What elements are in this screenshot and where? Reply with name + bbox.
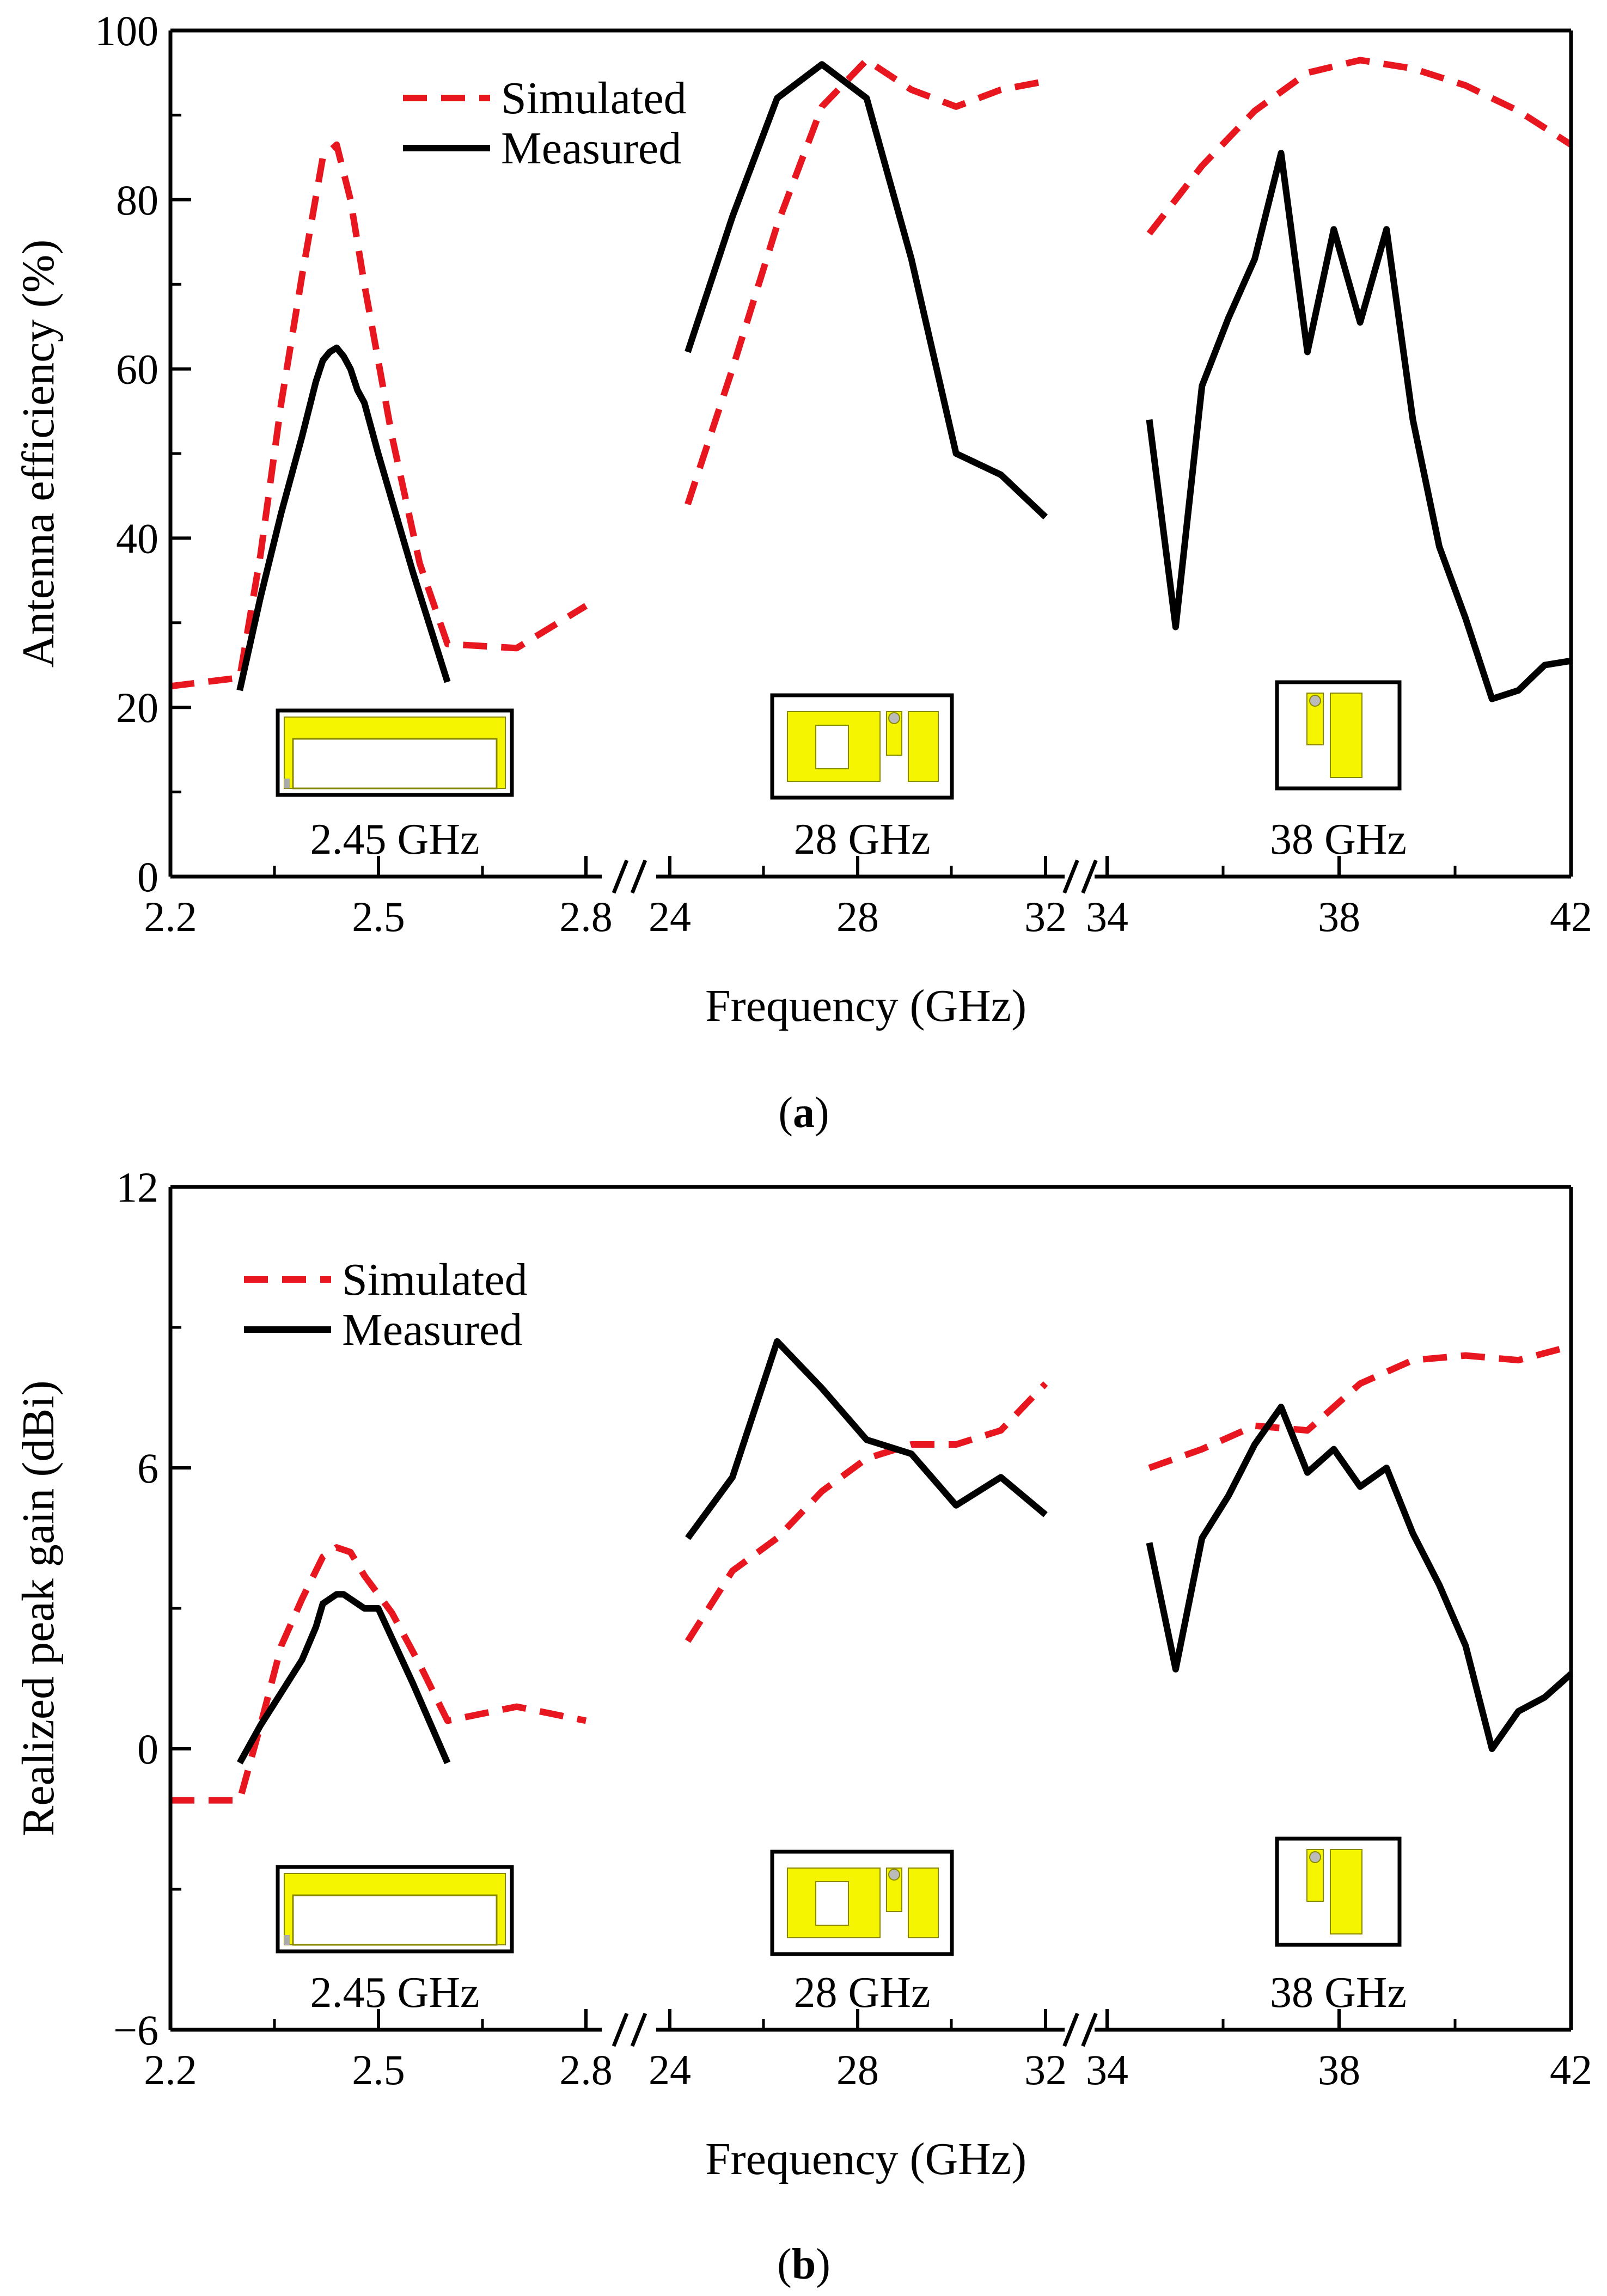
- inset-antenna-245: [276, 708, 514, 797]
- inset-feed: [284, 779, 290, 788]
- caption-paren-open: (: [778, 1089, 793, 1137]
- inset-feed: [1309, 695, 1321, 707]
- y-tick-label: 40: [116, 515, 158, 562]
- inset-strip: [908, 711, 939, 782]
- legend-label-measured: Measured: [501, 123, 681, 174]
- x-tick-label: 42: [1550, 2046, 1592, 2093]
- band-label: 38 GHz: [1270, 1969, 1407, 2017]
- band-label: 28 GHz: [793, 816, 930, 864]
- caption-paren-open: (: [777, 2240, 792, 2288]
- x-tick-label: 42: [1550, 893, 1592, 940]
- inset-feed: [1309, 1851, 1321, 1863]
- x-tick-label: 24: [649, 893, 691, 940]
- y-tick-label: 0: [137, 853, 158, 901]
- x-tick-label: 24: [649, 2046, 691, 2093]
- panel-a: 2.45 GHz 28 GHz 38 GHz 0 20 40 60 80 100 2.2 2.5 2.…: [13, 7, 1592, 1137]
- y-tick-label: 6: [137, 1444, 158, 1492]
- x-tick-label: 28: [836, 2046, 879, 2093]
- inset-antenna-28: [770, 1850, 954, 1956]
- y-tick-label: −6: [113, 2006, 158, 2054]
- x-tick-label: 34: [1086, 2046, 1128, 2093]
- inset-antenna-38: [1275, 1836, 1402, 1947]
- caption-paren-close: ): [816, 2240, 830, 2288]
- inset-slot: [815, 725, 849, 769]
- inset-antenna-245: [276, 1865, 514, 1954]
- panel-caption: (b): [777, 2240, 830, 2288]
- inset-patch: [787, 1868, 881, 1938]
- legend-label-simulated: Simulated: [342, 1254, 528, 1305]
- x-tick-label: 2.8: [559, 893, 613, 940]
- panel-b: 2.45 GHz 28 GHz 38 GHz −6 0 6 12 2.2 2.5 2.8 24 28 3…: [13, 1164, 1592, 2288]
- x-tick-label: 2.5: [352, 2046, 405, 2093]
- axis-break-mark: [630, 859, 647, 894]
- caption-letter: b: [792, 2240, 816, 2288]
- caption-paren-close: ): [815, 1089, 829, 1137]
- axis-break-mark: [612, 859, 629, 894]
- inset-strip: [908, 1868, 939, 1938]
- inset-slot: [292, 738, 498, 789]
- y-tick-label: 60: [116, 346, 158, 393]
- y-axis-title: Realized peak gain (dBi): [13, 1380, 64, 1836]
- legend-label-measured: Measured: [342, 1305, 522, 1355]
- series-line-measured-band-3: [1146, 150, 1572, 702]
- inset-feed: [888, 712, 900, 724]
- y-tick-label: 80: [116, 176, 158, 224]
- inset-strip: [1330, 1849, 1362, 1934]
- inset-strip: [1330, 693, 1362, 778]
- series-line-simulated-band-2: [685, 57, 1047, 506]
- x-tick-label: 2.2: [144, 893, 197, 940]
- panel-caption: (a): [778, 1089, 829, 1137]
- x-axis-title: Frequency (GHz): [705, 2134, 1026, 2184]
- x-tick-label: 32: [1024, 893, 1067, 940]
- series-line-simulated-band-3: [1146, 57, 1573, 236]
- band-label: 2.45 GHz: [310, 816, 479, 864]
- axis-break-mark: [1062, 2012, 1079, 2047]
- x-tick-label: 2.2: [144, 2046, 197, 2093]
- series-line-simulated-band-2: [685, 1381, 1048, 1643]
- y-tick-label: 0: [137, 1725, 158, 1773]
- axis-break-mark: [1062, 859, 1079, 894]
- x-tick-label: 2.8: [559, 2046, 613, 2093]
- x-tick-label: 32: [1024, 2046, 1067, 2093]
- band-label: 2.45 GHz: [310, 1969, 479, 2017]
- inset-antenna-28: [770, 693, 954, 800]
- x-tick-label: 34: [1086, 893, 1128, 940]
- axis-break-mark: [1081, 859, 1098, 894]
- inset-antenna-38: [1275, 680, 1402, 791]
- series-line-simulated-band-1: [170, 1544, 587, 1804]
- x-axis-title: Frequency (GHz): [705, 981, 1026, 1031]
- x-tick-label: 2.5: [352, 893, 405, 940]
- series-line-measured-band-1: [236, 1591, 451, 1765]
- y-tick-label: 12: [116, 1164, 158, 1211]
- axis-break-gap: [604, 2019, 654, 2041]
- x-tick-label: 38: [1318, 893, 1360, 940]
- series-line-simulated-band-3: [1148, 1343, 1572, 1471]
- x-tick-label: 38: [1318, 2046, 1360, 2093]
- axis-break-mark: [1081, 2012, 1098, 2047]
- y-tick-label: 100: [95, 7, 158, 54]
- y-axis-title: Antenna efficiency (%): [13, 240, 64, 668]
- series-line-measured-band-3: [1146, 1404, 1573, 1752]
- series-line-simulated-band-1: [170, 141, 588, 690]
- y-tick-label: 20: [116, 684, 158, 731]
- band-label: 28 GHz: [793, 1969, 930, 2017]
- series-line-measured-band-1: [236, 344, 451, 691]
- caption-letter: a: [793, 1089, 815, 1137]
- series-line-measured-band-2: [685, 1338, 1048, 1540]
- inset-feed: [284, 1935, 290, 1945]
- inset-slot: [815, 1881, 849, 1926]
- x-tick-label: 28: [836, 893, 879, 940]
- series-line-measured-band-2: [685, 61, 1048, 519]
- band-label: 38 GHz: [1270, 816, 1407, 864]
- legend-label-simulated: Simulated: [501, 73, 687, 124]
- inset-slot: [292, 1894, 498, 1946]
- axis-break-gap: [604, 866, 654, 887]
- axis-break-mark: [612, 2012, 629, 2047]
- axis-break-mark: [630, 2012, 647, 2047]
- inset-feed: [888, 1869, 900, 1881]
